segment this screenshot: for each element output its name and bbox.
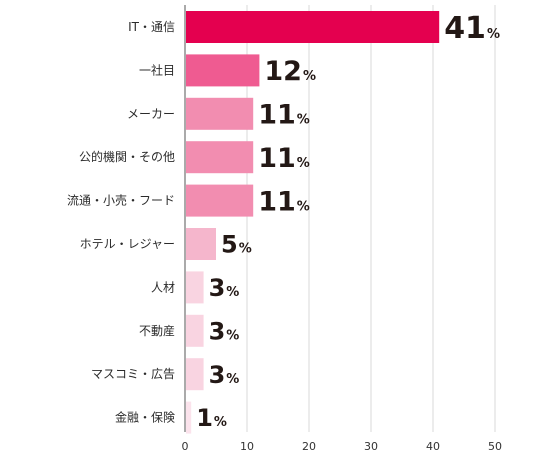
value-label-5: 5% (221, 231, 252, 259)
bar-5 (186, 228, 216, 260)
value-label-8: 3% (209, 361, 240, 389)
bar-3 (186, 141, 254, 174)
value-label-9: 1% (196, 404, 227, 432)
category-label-3: 公的機関・その他 (79, 149, 175, 164)
bar-2 (186, 97, 254, 130)
value-label-4: 11% (258, 186, 310, 217)
category-label-5: ホテル・レジャー (80, 237, 175, 251)
category-label-0: IT・通信 (128, 20, 175, 34)
value-label-2: 11% (258, 100, 310, 131)
x-tick-label-30: 30 (364, 440, 378, 453)
x-tick-label-40: 40 (426, 440, 440, 453)
x-tick-label-50: 50 (488, 440, 502, 453)
x-tick-label-10: 10 (240, 440, 254, 453)
category-labels: IT・通信一社目メーカー公的機関・その他流通・小売・フードホテル・レジャー人材不… (67, 20, 175, 425)
value-label-3: 11% (258, 143, 310, 174)
bar-9 (186, 401, 192, 434)
category-label-9: 金融・保険 (115, 410, 175, 425)
category-label-6: 人材 (151, 280, 175, 294)
bar-4 (186, 184, 254, 217)
category-label-1: 一社目 (139, 62, 175, 77)
bar-0 (186, 11, 440, 43)
bar-8 (186, 358, 204, 391)
bar-1 (186, 54, 260, 87)
x-axis-ticks: 0 10 20 30 40 50 (182, 440, 503, 453)
bar-6 (186, 271, 204, 304)
value-labels: 41%12%11%11%11%5%3%3%3%1% (196, 11, 500, 432)
bars-group (186, 11, 440, 434)
category-label-4: 流通・小売・フード (67, 193, 175, 208)
value-label-1: 12% (264, 56, 316, 87)
category-label-7: 不動産 (139, 323, 175, 338)
x-tick-label-20: 20 (302, 440, 316, 453)
bar-7 (186, 314, 204, 347)
category-label-8: マスコミ・広告 (91, 367, 175, 381)
x-tick-label-0: 0 (182, 440, 189, 453)
value-label-6: 3% (209, 274, 240, 302)
category-label-2: メーカー (127, 107, 175, 121)
value-label-0: 41% (444, 11, 500, 46)
value-label-7: 3% (209, 317, 240, 345)
